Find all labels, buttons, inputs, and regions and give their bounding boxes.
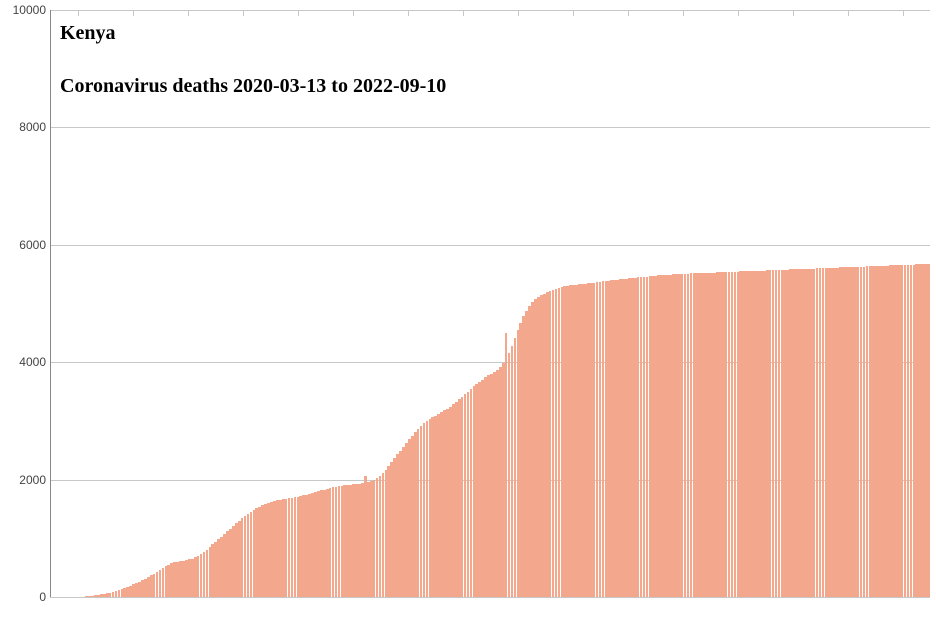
y-tick-label: 0	[0, 591, 46, 603]
y-tick-label: 10000	[0, 4, 46, 16]
y-tick-label: 8000	[0, 121, 46, 133]
y-tick-label: 6000	[0, 239, 46, 251]
chart-title-line1: Kenya	[60, 22, 446, 45]
y-tick-label: 4000	[0, 356, 46, 368]
y-tick-label: 2000	[0, 474, 46, 486]
chart-title: Kenya Coronavirus deaths 2020-03-13 to 2…	[60, 22, 446, 98]
bar	[927, 264, 930, 597]
plot-area: Kenya Coronavirus deaths 2020-03-13 to 2…	[50, 10, 930, 597]
bar-series	[50, 10, 930, 597]
chart-title-line2: Coronavirus deaths 2020-03-13 to 2022-09…	[60, 75, 446, 98]
chart-container: 0 2000 4000 6000 8000 10000 Kenya Coronavirus…	[0, 0, 936, 620]
gridline	[50, 597, 930, 598]
